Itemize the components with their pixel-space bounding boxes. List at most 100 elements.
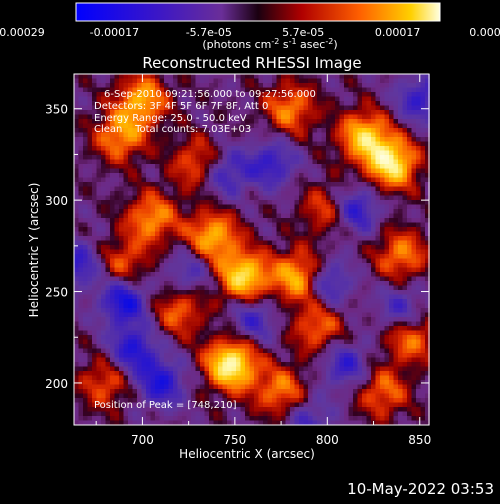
heatmap-cell bbox=[371, 276, 376, 282]
heatmap-cell bbox=[155, 326, 160, 331]
heatmap-cell bbox=[245, 249, 250, 255]
heatmap-cell bbox=[294, 186, 300, 192]
heatmap-cell bbox=[249, 209, 255, 214]
heatmap-cell bbox=[132, 191, 138, 196]
heatmap-cell bbox=[384, 119, 390, 124]
heatmap-cell bbox=[114, 177, 120, 183]
heatmap-cell bbox=[303, 335, 309, 340]
heatmap-cell bbox=[137, 240, 142, 246]
heatmap-cell bbox=[407, 276, 412, 282]
heatmap-cell bbox=[420, 182, 426, 187]
heatmap-cell bbox=[119, 101, 124, 106]
heatmap-cell bbox=[236, 303, 241, 309]
heatmap-cell bbox=[389, 87, 394, 93]
heatmap-cell bbox=[123, 321, 129, 327]
heatmap-cell bbox=[339, 281, 345, 286]
heatmap-cell bbox=[101, 159, 106, 165]
heatmap-cell bbox=[177, 159, 183, 165]
heatmap-cell bbox=[258, 159, 264, 165]
heatmap-cell bbox=[164, 101, 169, 106]
heatmap-cell bbox=[317, 245, 322, 250]
heatmap-cell bbox=[240, 281, 246, 286]
heatmap-cell bbox=[150, 335, 156, 340]
heatmap-cell bbox=[191, 258, 196, 264]
heatmap-cell bbox=[420, 272, 426, 277]
heatmap-cell bbox=[164, 110, 169, 115]
heatmap-cell bbox=[150, 353, 156, 358]
heatmap-cell bbox=[245, 195, 250, 201]
heatmap-cell bbox=[123, 312, 129, 318]
heatmap-cell bbox=[411, 254, 417, 259]
heatmap-cell bbox=[119, 173, 124, 178]
heatmap-cell bbox=[398, 348, 403, 354]
heatmap-cell bbox=[389, 105, 394, 111]
heatmap-cell bbox=[114, 254, 120, 259]
heatmap-cell bbox=[168, 276, 174, 282]
heatmap-cell bbox=[312, 114, 318, 120]
heatmap-cell bbox=[344, 339, 349, 345]
heatmap-cell bbox=[78, 357, 84, 363]
heatmap-cell bbox=[339, 240, 345, 246]
heatmap-cell bbox=[173, 87, 178, 93]
heatmap-cell bbox=[110, 137, 115, 142]
heatmap-cell bbox=[168, 119, 174, 124]
heatmap-cell bbox=[317, 128, 322, 133]
heatmap-cell bbox=[137, 281, 142, 286]
heatmap-cell bbox=[407, 285, 412, 291]
heatmap-cell bbox=[317, 231, 322, 237]
heatmap-cell bbox=[294, 164, 300, 169]
heatmap-cell bbox=[141, 105, 147, 111]
heatmap-cell bbox=[375, 308, 381, 313]
heatmap-cell bbox=[285, 114, 291, 120]
heatmap-cell bbox=[375, 263, 381, 268]
heatmap-cell bbox=[348, 272, 354, 277]
heatmap-cell bbox=[330, 173, 336, 178]
heatmap-cell bbox=[105, 137, 111, 142]
heatmap-cell bbox=[267, 96, 273, 102]
heatmap-cell bbox=[416, 254, 421, 259]
heatmap-cell bbox=[375, 78, 381, 84]
heatmap-cell bbox=[294, 195, 300, 201]
heatmap-cell bbox=[92, 258, 97, 264]
heatmap-cell bbox=[218, 155, 223, 160]
heatmap-cell bbox=[173, 227, 178, 232]
heatmap-cell bbox=[416, 267, 421, 273]
heatmap-cell bbox=[384, 240, 390, 246]
heatmap-cell bbox=[416, 128, 421, 133]
heatmap-cell bbox=[123, 267, 129, 273]
heatmap-cell bbox=[164, 281, 169, 286]
heatmap-cell bbox=[119, 182, 124, 187]
heatmap-cell bbox=[222, 245, 228, 250]
heatmap-cell bbox=[222, 254, 228, 259]
heatmap-cell bbox=[78, 155, 84, 160]
heatmap-cell bbox=[146, 200, 151, 205]
heatmap-cell bbox=[119, 96, 124, 102]
heatmap-cell bbox=[168, 285, 174, 291]
heatmap-cell bbox=[155, 285, 160, 291]
heatmap-cell bbox=[227, 96, 232, 102]
heatmap-cell bbox=[195, 339, 201, 345]
heatmap-cell bbox=[267, 281, 273, 286]
heatmap-cell bbox=[258, 87, 264, 93]
heatmap-cell bbox=[245, 285, 250, 291]
heatmap-cell bbox=[186, 258, 192, 264]
heatmap-cell bbox=[240, 177, 246, 183]
heatmap-cell bbox=[137, 92, 142, 97]
heatmap-cell bbox=[290, 132, 295, 138]
heatmap-cell bbox=[173, 155, 178, 160]
heatmap-cell bbox=[353, 141, 358, 147]
heatmap-cell bbox=[371, 168, 376, 174]
heatmap-cell bbox=[146, 290, 151, 295]
heatmap-cell bbox=[321, 137, 327, 142]
heatmap-cell bbox=[276, 195, 282, 201]
heatmap-cell bbox=[281, 200, 286, 205]
heatmap-cell bbox=[168, 146, 174, 151]
heatmap-cell bbox=[303, 348, 309, 354]
heatmap-cell bbox=[281, 326, 286, 331]
heatmap-cell bbox=[272, 150, 277, 156]
heatmap-cell bbox=[105, 231, 111, 237]
heatmap-cell bbox=[173, 317, 178, 322]
heatmap-cell bbox=[101, 308, 106, 313]
heatmap-cell bbox=[416, 177, 421, 183]
heatmap-cell bbox=[303, 227, 309, 232]
